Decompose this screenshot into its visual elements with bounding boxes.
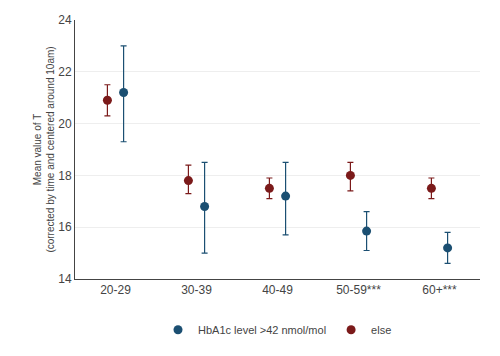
svg-text:else: else [371,324,391,336]
svg-text:14: 14 [58,272,72,286]
svg-text:20-29: 20-29 [100,283,131,297]
svg-text:60+***: 60+*** [422,283,457,297]
svg-text:40-49: 40-49 [262,283,293,297]
svg-text:24: 24 [58,13,72,27]
svg-text:50-59***: 50-59*** [336,283,381,297]
svg-text:20: 20 [58,117,72,131]
svg-text:Mean value of T(corrected by t: Mean value of T(corrected by time and ce… [32,46,56,252]
svg-text:22: 22 [58,65,72,79]
svg-text:30-39: 30-39 [181,283,212,297]
svg-text:HbA1c level >42 nmol/mol: HbA1c level >42 nmol/mol [198,324,326,336]
svg-text:16: 16 [58,220,72,234]
svg-text:18: 18 [58,169,72,183]
